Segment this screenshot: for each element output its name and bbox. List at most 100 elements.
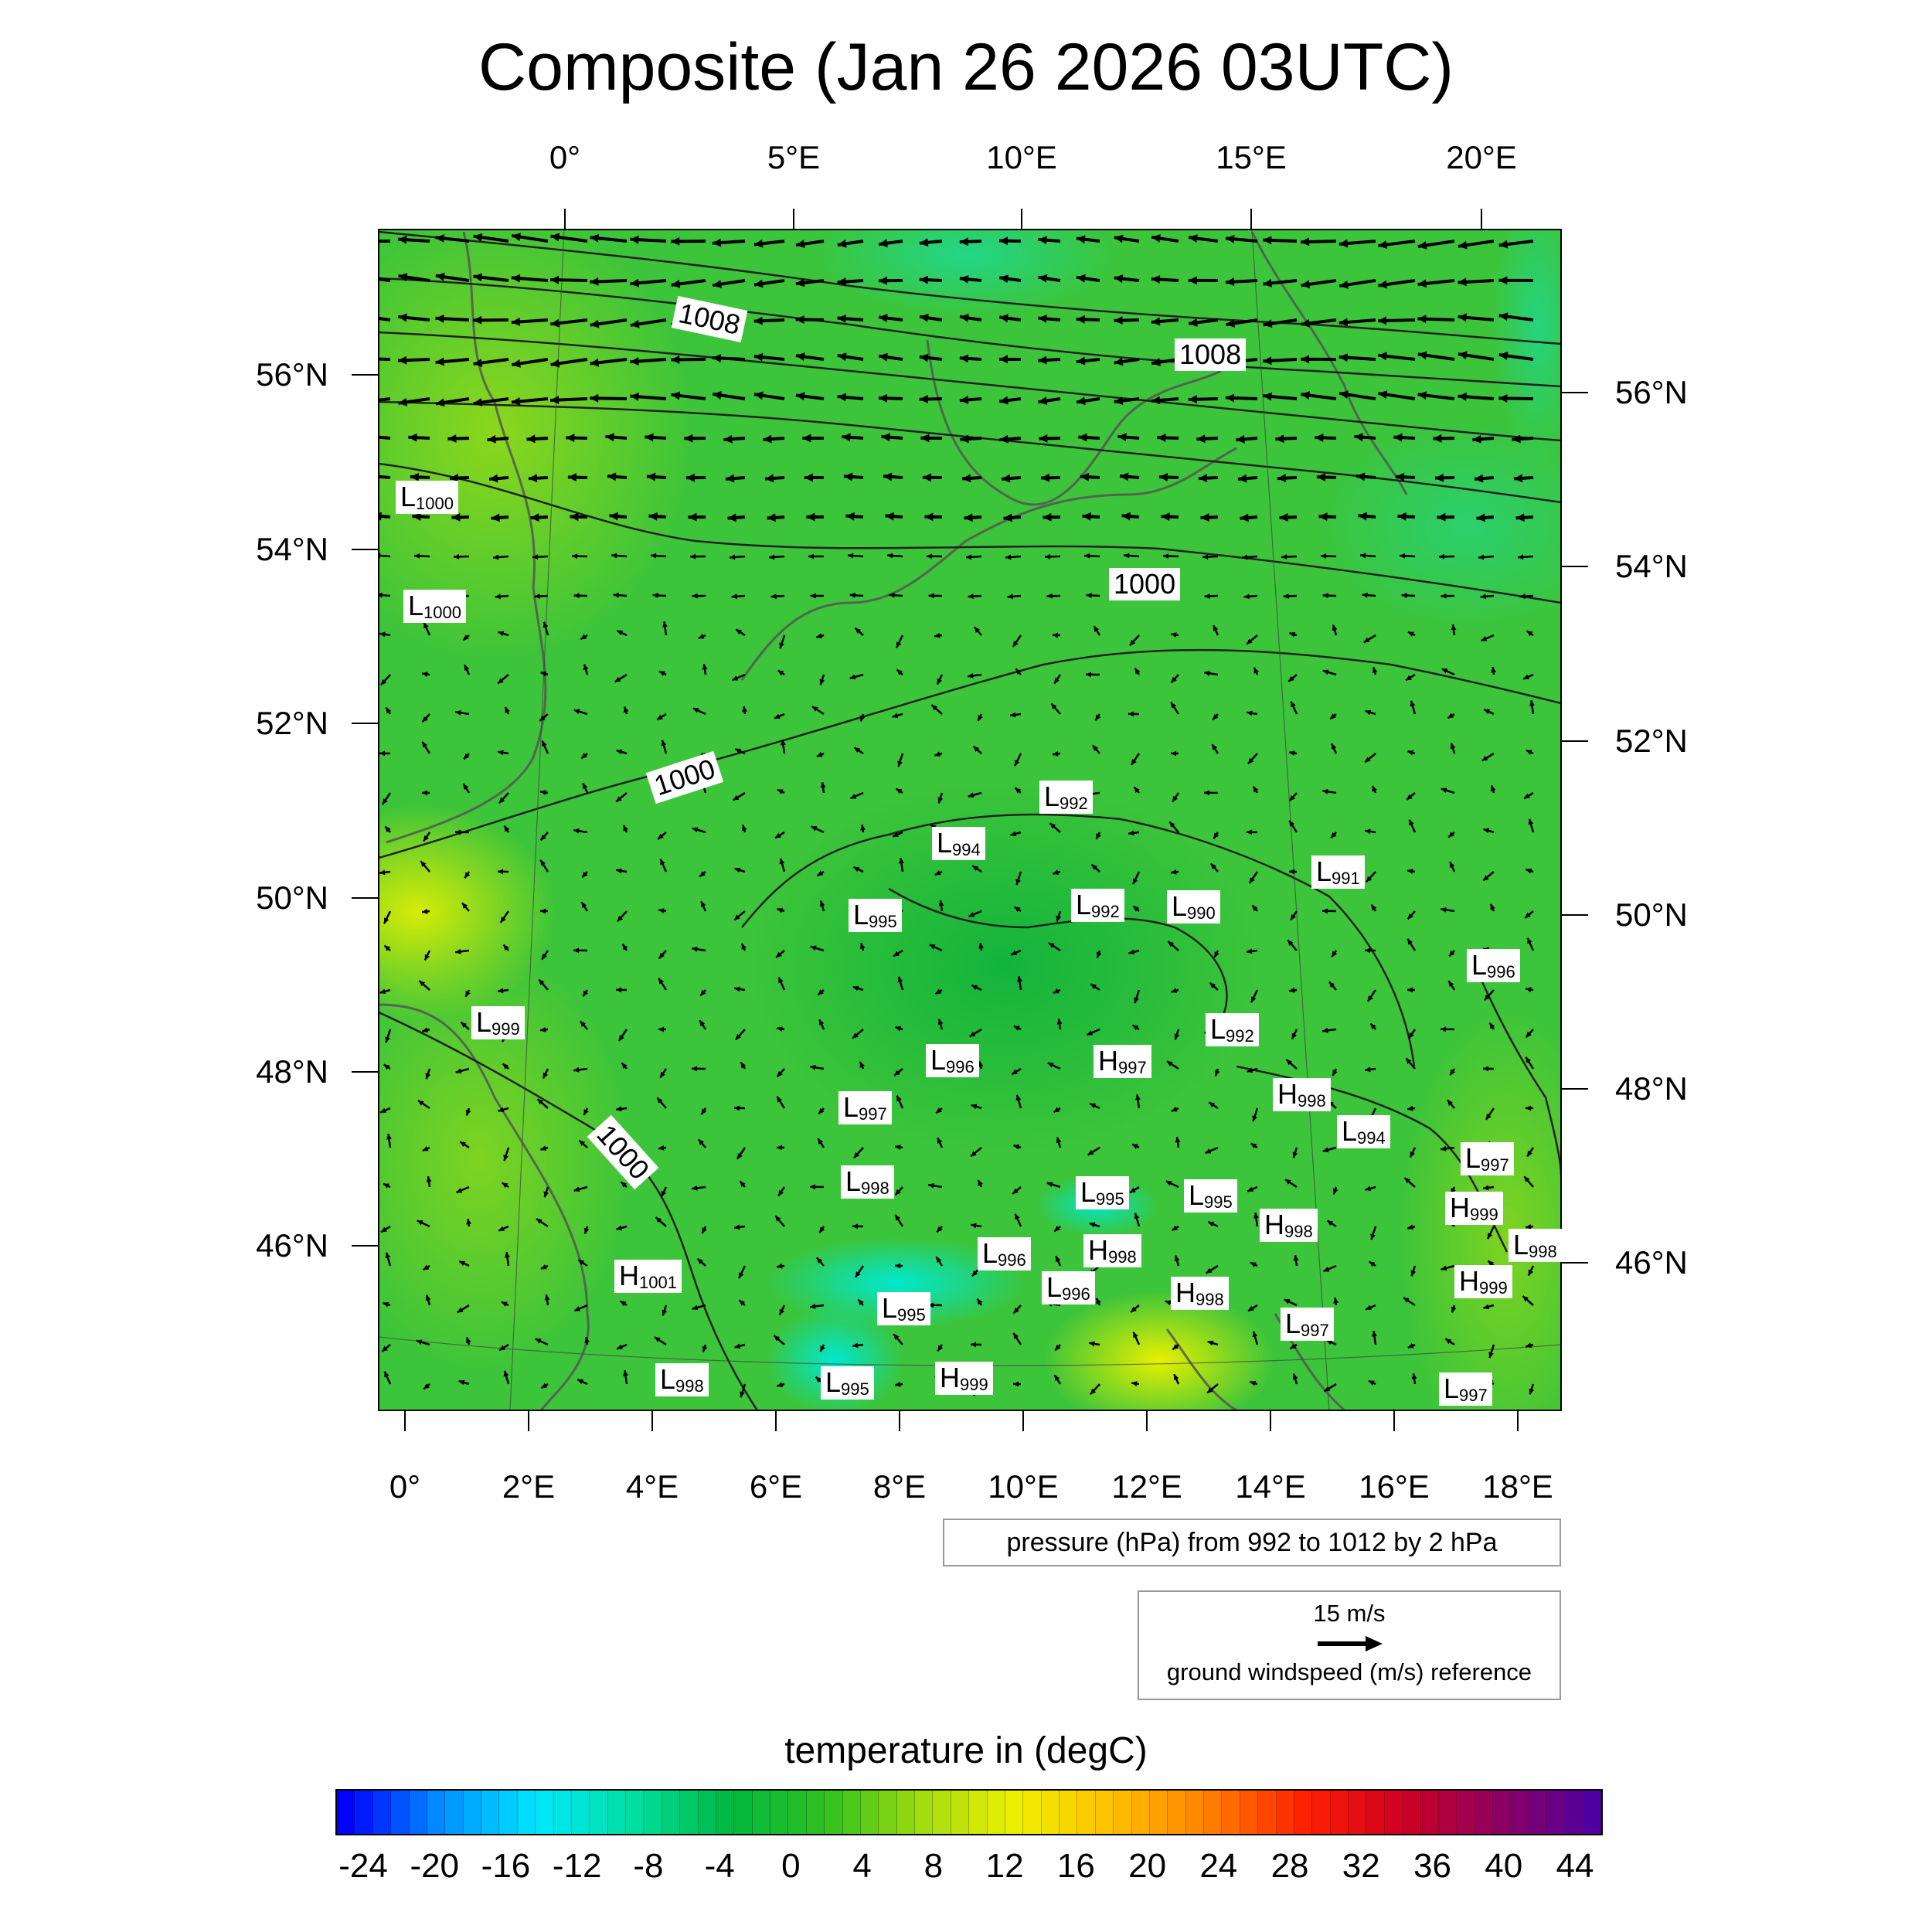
- wind-arrow-icon: [1498, 312, 1534, 321]
- wind-arrow-icon: [573, 1185, 588, 1192]
- wind-arrow-icon: [731, 594, 746, 600]
- wind-arrow-icon: [1359, 553, 1376, 559]
- pressure-center-label: L998: [655, 1363, 709, 1397]
- colorbar-segment: [1565, 1791, 1583, 1834]
- wind-arrow-icon: [1250, 1380, 1258, 1386]
- colorbar-segment: [1114, 1791, 1132, 1834]
- wind-arrow-icon: [1170, 632, 1179, 638]
- wind-arrow-icon: [498, 1343, 509, 1352]
- wind-arrow-icon: [1440, 1026, 1455, 1032]
- wind-arrow-icon: [1289, 1343, 1298, 1350]
- wind-arrow-icon: [504, 706, 510, 715]
- wind-arrow-icon: [462, 783, 471, 794]
- wind-arrow-icon: [1322, 788, 1337, 794]
- wind-arrow-icon: [998, 396, 1022, 405]
- colorbar-segment: [1240, 1791, 1259, 1834]
- wind-arrow-icon: [541, 740, 549, 754]
- wind-arrow-icon: [767, 513, 785, 522]
- wind-arrow-icon: [550, 318, 588, 328]
- wind-arrow-icon: [1078, 433, 1100, 442]
- wind-arrow-icon: [412, 512, 430, 521]
- wind-arrow-icon: [385, 1252, 392, 1267]
- lat-left-label: 56°N: [256, 356, 328, 393]
- wind-arrow-icon: [959, 395, 982, 404]
- wind-arrow-icon: [398, 273, 430, 282]
- wind-arrow-icon: [1365, 1185, 1376, 1192]
- pressure-center-label: L992: [1039, 781, 1093, 815]
- wind-arrow-icon: [421, 672, 430, 677]
- wind-arrow-icon: [420, 860, 430, 872]
- wind-arrow-icon: [503, 825, 510, 833]
- wind-arrow-icon: [959, 237, 982, 247]
- wind-arrow-icon: [1012, 1304, 1022, 1315]
- wind-arrow-icon: [779, 634, 786, 649]
- pressure-center-label: H1001: [614, 1260, 682, 1294]
- wind-arrow-icon: [532, 554, 549, 560]
- wind-arrow-icon: [549, 275, 588, 284]
- wind-arrow-icon: [684, 434, 706, 443]
- wind-arrow-icon: [451, 512, 470, 522]
- wind-arrow-icon: [1417, 351, 1455, 361]
- wind-arrow-icon: [860, 824, 866, 833]
- wind-arrow-icon: [1225, 277, 1258, 287]
- wind-arrow-icon: [736, 1147, 747, 1160]
- wind-arrow-icon: [1529, 1383, 1535, 1395]
- colorbar-segment: [752, 1791, 770, 1834]
- wind-arrow-icon: [740, 1061, 747, 1070]
- wind-arrow-icon: [811, 825, 825, 834]
- wind-arrow-icon: [473, 233, 509, 243]
- wind-arrow-icon: [842, 433, 864, 442]
- wind-arrow-icon: [1417, 240, 1455, 250]
- wind-arrow-icon: [723, 434, 746, 444]
- wind-arrow-icon: [1246, 829, 1258, 835]
- wind-arrow-icon: [573, 828, 588, 834]
- wind-arrow-icon: [1056, 1018, 1063, 1030]
- lat-left-label: 52°N: [256, 705, 328, 741]
- wind-arrow-icon: [383, 1063, 391, 1070]
- wind-arrow-icon: [1001, 474, 1022, 483]
- wind-arrow-icon: [809, 1184, 825, 1190]
- wind-arrow-icon: [1151, 233, 1179, 243]
- wind-arrow-icon: [1406, 938, 1417, 951]
- wind-arrow-icon: [1114, 396, 1140, 406]
- wind-arrow-icon: [1086, 592, 1100, 598]
- wind-arrow-icon: [1250, 1261, 1258, 1267]
- wind-arrow-icon: [1440, 787, 1455, 794]
- colorbar-segment: [427, 1791, 446, 1834]
- wind-arrow-icon: [959, 274, 982, 284]
- wind-arrow-icon: [1368, 1379, 1376, 1386]
- wind-arrow-icon: [688, 512, 706, 522]
- colorbar-tick-label: 44: [1556, 1847, 1594, 1885]
- wind-arrow-icon: [379, 277, 391, 282]
- wind-arrow-icon: [1093, 625, 1101, 636]
- wind-arrow-icon: [504, 1252, 510, 1267]
- wind-arrow-icon: [473, 315, 509, 325]
- wind-arrow-icon: [630, 278, 667, 287]
- colorbar-segment: [536, 1791, 554, 1834]
- wind-reference-label: ground windspeed (m/s) reference: [1166, 1658, 1532, 1685]
- wind-arrow-icon: [692, 593, 706, 599]
- wind-arrow-icon: [497, 988, 509, 994]
- pressure-center-label: L995: [849, 899, 902, 933]
- wind-arrow-icon: [1406, 1105, 1416, 1111]
- wind-arrow-icon: [999, 434, 1022, 444]
- wind-arrow-icon: [732, 791, 746, 801]
- wind-arrow-icon: [539, 832, 549, 842]
- wind-arrow-icon: [1525, 1223, 1534, 1230]
- wind-arrow-icon: [894, 1214, 904, 1227]
- wind-arrow-icon: [583, 1226, 590, 1234]
- colorbar-segment: [662, 1791, 681, 1834]
- wind-arrow-icon: [1240, 513, 1258, 522]
- wind-arrow-icon: [737, 1265, 747, 1279]
- wind-arrow-icon: [691, 1185, 706, 1191]
- colorbar-tick-label: -16: [481, 1847, 531, 1885]
- wind-arrow-icon: [536, 1218, 549, 1228]
- wind-arrow-icon: [777, 669, 785, 676]
- wind-arrow-icon: [1525, 1056, 1535, 1070]
- wind-arrow-icon: [968, 910, 982, 918]
- wind-arrow-icon: [1338, 279, 1376, 289]
- wind-arrow-icon: [1321, 908, 1337, 914]
- wind-arrow-icon: [1012, 1186, 1022, 1195]
- wind-arrow-icon: [458, 1260, 470, 1267]
- page-title: Composite (Jan 26 2026 03UTC): [478, 30, 1454, 104]
